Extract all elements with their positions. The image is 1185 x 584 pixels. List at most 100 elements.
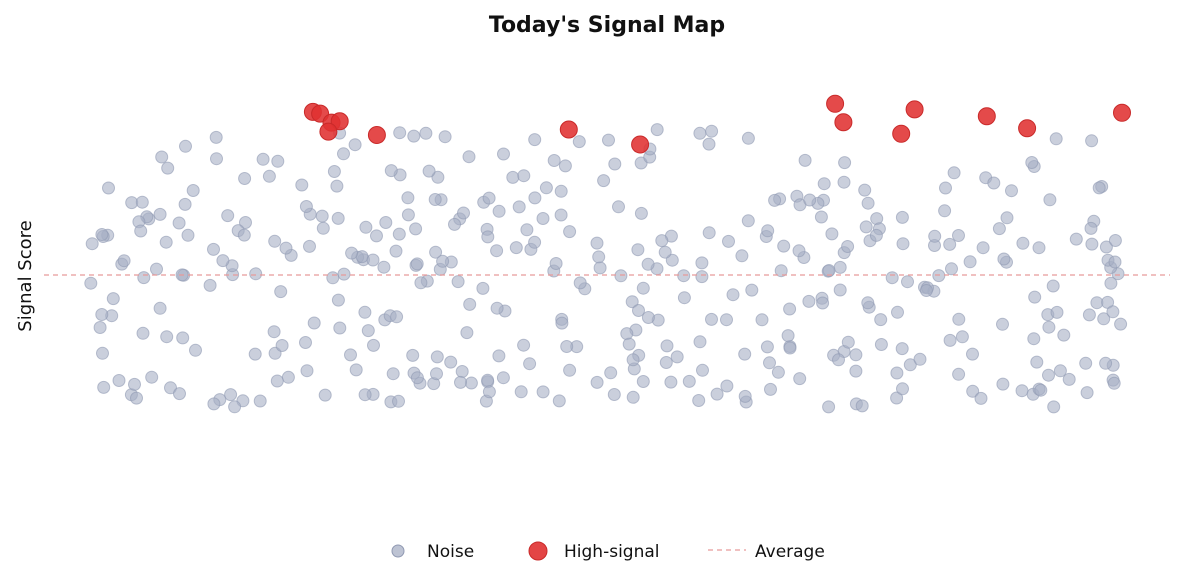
noise-point [1069, 232, 1083, 246]
noise-point [249, 267, 263, 281]
noise-point [349, 363, 363, 377]
noise-point [409, 222, 423, 236]
noise-point [1030, 355, 1044, 369]
noise-point [1099, 356, 1113, 370]
legend-item-high-signal[interactable]: High-signal [528, 541, 660, 562]
noise-point [406, 348, 420, 362]
noise-point [555, 316, 569, 330]
noise-point [1028, 290, 1042, 304]
noise-point [1097, 312, 1111, 326]
noise-point [307, 316, 321, 330]
noise-point [702, 226, 716, 240]
noise-point [444, 355, 458, 369]
noise-point [248, 347, 262, 361]
noise-point [547, 154, 561, 167]
noise-point [253, 394, 267, 408]
noise-point [890, 366, 904, 380]
noise-point [135, 195, 149, 209]
noise-point [966, 347, 979, 361]
noise-point [814, 210, 828, 224]
noise-point [777, 239, 791, 253]
noise-point [497, 147, 510, 161]
noise-point [693, 335, 707, 349]
noise-point [392, 394, 405, 408]
noise-point [670, 350, 684, 364]
noise-point [1092, 181, 1106, 195]
noise-point [602, 133, 615, 147]
noise-point [891, 305, 904, 319]
noise-point [764, 382, 777, 396]
noise-point [607, 388, 621, 401]
legend-noise-label: Noise [427, 542, 474, 562]
noise-point [326, 271, 340, 285]
noise-point [939, 181, 952, 195]
noise-point [384, 164, 398, 178]
noise-point [438, 130, 452, 144]
noise-point [256, 152, 270, 166]
noise-point [410, 371, 424, 385]
noise-point [563, 225, 577, 239]
noise-point [919, 284, 933, 297]
noise-point [726, 288, 740, 302]
noise-point [358, 388, 372, 402]
noise-point [903, 358, 917, 372]
noise-point [419, 126, 433, 140]
legend-high-signal-marker [528, 541, 548, 561]
noise-point [641, 311, 655, 324]
high-signal-point [631, 135, 650, 154]
noise-point [822, 400, 836, 414]
noise-point [761, 224, 775, 238]
legend-item-average[interactable]: Average [708, 542, 825, 562]
noise-point [512, 200, 526, 214]
noise-point [1016, 236, 1030, 250]
noise-point [327, 165, 341, 178]
legend: Noise High-signal Average [391, 541, 825, 562]
noise-point [974, 391, 988, 405]
noise-point [401, 191, 415, 205]
noise-point [359, 220, 373, 234]
noise-point [506, 170, 520, 184]
noise-point [604, 366, 618, 380]
noise-point [738, 347, 752, 361]
noise-point [741, 214, 755, 228]
noise-point [781, 329, 795, 343]
noise-point [436, 254, 450, 268]
noise-point [393, 126, 407, 140]
noise-point [496, 371, 510, 385]
noise-point [238, 172, 252, 185]
noise-point [1099, 240, 1113, 254]
noise-point [945, 262, 958, 276]
noise-point [179, 139, 192, 153]
noise-point [451, 275, 465, 289]
noise-point [176, 331, 190, 345]
noise-point [636, 281, 650, 295]
noise-point [783, 341, 797, 355]
noise-point [1043, 193, 1057, 207]
noise-point [448, 217, 461, 231]
noise-point [207, 397, 221, 411]
high-signal-point [319, 122, 338, 141]
noise-point [476, 281, 490, 295]
noise-point [315, 209, 329, 223]
noise-point [330, 179, 344, 193]
noise-point [267, 325, 281, 339]
noise-point [159, 235, 173, 249]
noise-point [189, 343, 202, 357]
noise-point [528, 235, 542, 249]
legend-item-noise[interactable]: Noise [391, 542, 474, 562]
noise-point [655, 234, 669, 248]
noise-point [622, 337, 636, 351]
noise-point [987, 176, 1001, 190]
noise-point [1114, 317, 1128, 331]
noise-point [650, 123, 664, 137]
noise-point [896, 237, 910, 251]
noise-point [1000, 211, 1014, 225]
noise-point [520, 223, 534, 237]
noise-point [1025, 156, 1039, 169]
noise-point [620, 327, 634, 341]
noise-point [221, 209, 235, 223]
high-signal-point [1018, 119, 1037, 138]
noise-point [1079, 356, 1093, 370]
noise-point [614, 269, 628, 283]
noise-point [793, 372, 807, 386]
